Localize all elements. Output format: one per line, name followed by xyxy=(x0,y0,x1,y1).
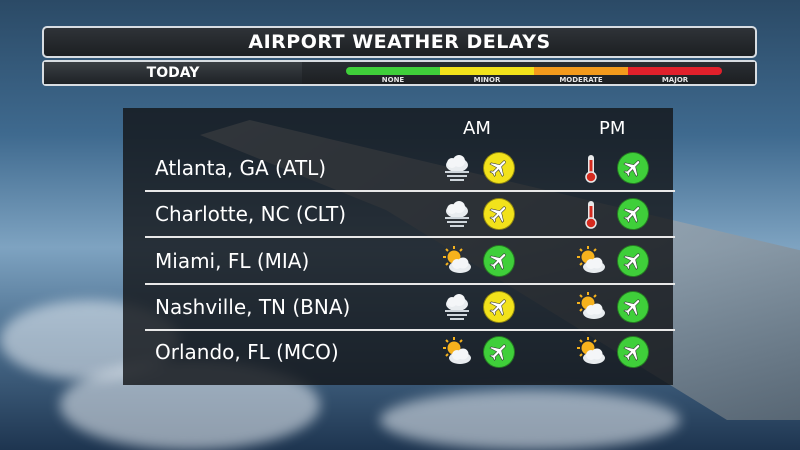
am-delay-plane-icon xyxy=(483,198,515,230)
fog-icon xyxy=(441,291,473,323)
partly-sunny-icon xyxy=(575,336,607,368)
airport-row: Nashville, TN (BNA) xyxy=(123,285,673,330)
legend-labels: NONE MINOR MODERATE MAJOR xyxy=(346,76,722,84)
airport-name: Nashville, TN (BNA) xyxy=(155,295,351,319)
airport-row: Miami, FL (MIA) xyxy=(123,239,673,284)
am-delay-plane-icon xyxy=(483,336,515,368)
hot-thermometer-icon xyxy=(575,152,607,184)
airport-row: Charlotte, NC (CLT) xyxy=(123,192,673,237)
pm-delay-plane-icon xyxy=(617,152,649,184)
column-header-pm: PM xyxy=(599,118,626,139)
delay-legend: NONE MINOR MODERATE MAJOR xyxy=(302,62,755,84)
am-delay-plane-icon xyxy=(483,291,515,323)
row-divider xyxy=(145,329,675,331)
partly-sunny-icon xyxy=(441,245,473,277)
fog-icon xyxy=(441,152,473,184)
page-title: AIRPORT WEATHER DELAYS xyxy=(42,26,757,58)
airport-row: Atlanta, GA (ATL) xyxy=(123,146,673,191)
legend-swatch xyxy=(346,67,440,75)
row-divider xyxy=(145,236,675,238)
legend-swatch xyxy=(534,67,628,75)
pm-delay-plane-icon xyxy=(617,336,649,368)
airport-name: Miami, FL (MIA) xyxy=(155,249,310,273)
legend-label: MAJOR xyxy=(661,76,689,84)
legend-swatch xyxy=(440,67,534,75)
period-label: TODAY xyxy=(44,62,302,84)
partly-sunny-icon xyxy=(575,245,607,277)
airport-name: Orlando, FL (MCO) xyxy=(155,340,339,364)
airport-delay-table: AM PM Atlanta, GA (ATL) Charlotte, NC (CL… xyxy=(123,108,675,385)
legend-label: NONE xyxy=(381,76,405,84)
airport-name: Atlanta, GA (ATL) xyxy=(155,156,327,180)
am-delay-plane-icon xyxy=(483,152,515,184)
am-delay-plane-icon xyxy=(483,245,515,277)
legend-label: MODERATE xyxy=(559,76,603,84)
pm-delay-plane-icon xyxy=(617,245,649,277)
legend-color-bar xyxy=(346,67,722,75)
sub-header-bar: TODAY NONE MINOR MODERATE MAJOR xyxy=(42,60,757,86)
partly-sunny-icon xyxy=(441,336,473,368)
pm-delay-plane-icon xyxy=(617,198,649,230)
legend-label: MINOR xyxy=(473,76,501,84)
airport-row: Orlando, FL (MCO) xyxy=(123,330,673,375)
row-divider xyxy=(145,283,675,285)
fog-icon xyxy=(441,198,473,230)
row-divider xyxy=(145,190,675,192)
pm-delay-plane-icon xyxy=(617,291,649,323)
partly-sunny-icon xyxy=(575,291,607,323)
airport-name: Charlotte, NC (CLT) xyxy=(155,202,347,226)
cloud-decoration xyxy=(380,390,680,450)
hot-thermometer-icon xyxy=(575,198,607,230)
column-header-am: AM xyxy=(463,118,491,139)
legend-swatch xyxy=(628,67,722,75)
